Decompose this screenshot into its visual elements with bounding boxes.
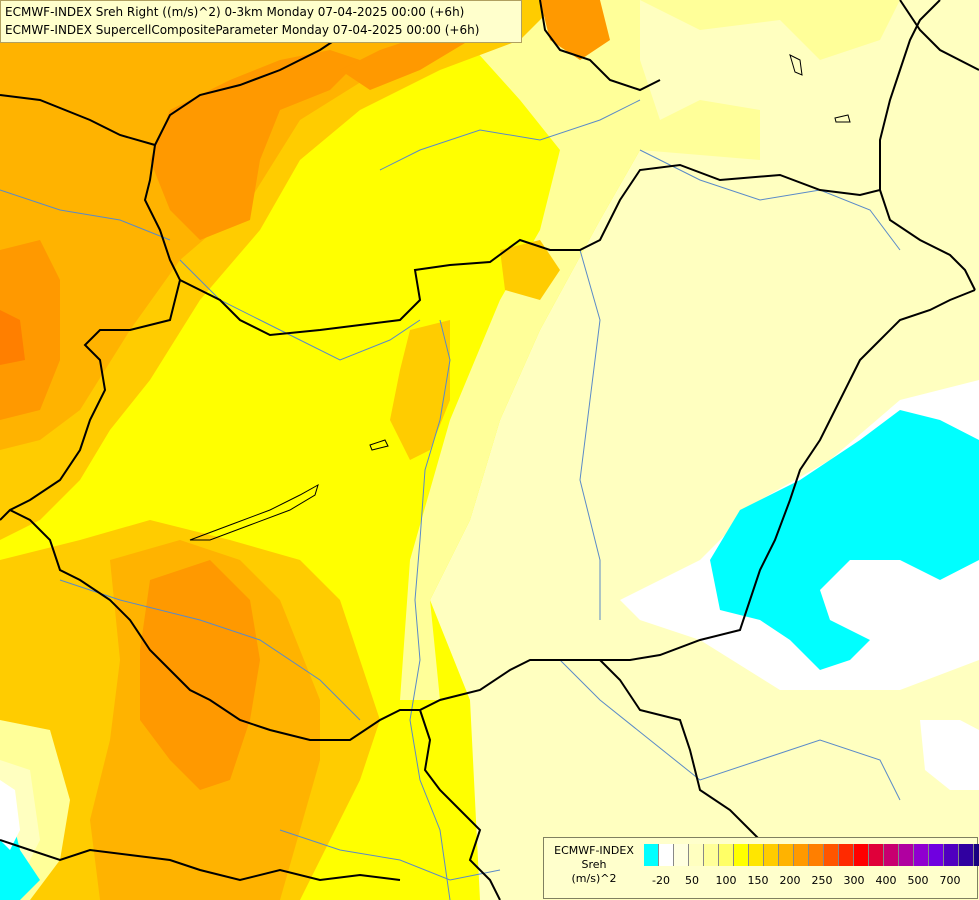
title-line-1: ECMWF-INDEX Sreh Right ((m/s)^2) 0-3km M…: [5, 5, 465, 19]
legend-swatch: [704, 844, 719, 866]
field-orange-nw: [150, 50, 360, 240]
legend-swatch: [854, 844, 869, 866]
legend-swatch: [734, 844, 749, 866]
title-line-2: ECMWF-INDEX SupercellCompositeParameter …: [5, 23, 480, 37]
field-gold-center: [390, 320, 450, 460]
legend-swatch: [884, 844, 899, 866]
legend-tick-label: 500: [907, 874, 929, 887]
legend-swatch: [674, 844, 689, 866]
river: [559, 659, 901, 801]
legend-swatch: [809, 844, 824, 866]
legend-swatch: [899, 844, 914, 866]
field-orange-north: [340, 30, 470, 90]
legend-label-line-2: Sreh: [581, 858, 607, 871]
field-pale-yellow: [400, 0, 760, 700]
country-border: [9, 289, 976, 741]
legend-tick-label: 400: [875, 874, 897, 887]
field-white-se2: [920, 720, 979, 790]
legend-swatch: [779, 844, 794, 866]
river: [579, 249, 601, 620]
legend-tick-label: 150: [747, 874, 769, 887]
legend-label-line-1: ECMWF-INDEX: [554, 844, 634, 857]
country-border: [539, 0, 661, 92]
river: [379, 99, 641, 171]
legend-label: ECMWF-INDEX Sreh (m/s)^2: [548, 844, 640, 886]
legend-tick-label: 50: [685, 874, 699, 887]
field-pale-yellow-north: [640, 0, 900, 60]
lake: [369, 439, 389, 451]
field-orange-sw: [140, 560, 260, 790]
river: [0, 189, 171, 241]
legend-swatch: [689, 844, 704, 866]
legend-swatch: [824, 844, 839, 866]
legend-swatch: [659, 844, 674, 866]
legend-swatch: [764, 844, 779, 866]
legend-label-line-3: (m/s)^2: [571, 872, 617, 885]
country-border: [419, 709, 501, 900]
legend-swatch: [869, 844, 884, 866]
field-red-orange-west: [0, 310, 25, 365]
legend-tick-label: 300: [843, 874, 865, 887]
lake: [834, 114, 851, 123]
legend-swatch: [959, 844, 974, 866]
river: [59, 579, 361, 721]
legend-tick-label: 200: [779, 874, 801, 887]
lake-balaton: [189, 483, 319, 541]
legend-swatch: [794, 844, 809, 866]
legend-swatch: [644, 844, 659, 866]
legend-swatch: [719, 844, 734, 866]
color-legend: ECMWF-INDEX Sreh (m/s)^2 -20 50 100 150 200 2…: [543, 837, 979, 899]
legend-tick-label: 250: [811, 874, 833, 887]
legend-swatch: [749, 844, 764, 866]
legend-tick-label: 700: [939, 874, 961, 887]
legend-swatch: [839, 844, 854, 866]
field-orange-north2: [540, 0, 610, 60]
legend-swatch: [929, 844, 944, 866]
field-gold-north-center: [500, 240, 560, 300]
river: [639, 149, 901, 251]
country-border: [0, 839, 401, 882]
legend-ticks: -20 50 100 150 200 250 300 400 500 700: [644, 874, 974, 890]
country-border: [899, 0, 979, 71]
field-cyan-se: [710, 410, 979, 670]
legend-swatch: [914, 844, 929, 866]
legend-swatches: [644, 844, 979, 866]
country-border: [0, 144, 182, 521]
field-orange-west: [0, 240, 60, 420]
legend-tick-label: -20: [652, 874, 670, 887]
field-white-sw: [0, 780, 20, 850]
map-title-box: ECMWF-INDEX Sreh Right ((m/s)^2) 0-3km M…: [0, 0, 522, 43]
legend-swatch: [944, 844, 959, 866]
country-border: [879, 189, 976, 291]
field-amber-west: [0, 0, 520, 450]
country-border: [599, 659, 761, 841]
river: [409, 319, 451, 900]
country-border: [179, 0, 941, 337]
legend-swatch: [974, 844, 979, 866]
lake: [789, 54, 803, 76]
legend-tick-label: 100: [715, 874, 737, 887]
river: [279, 829, 501, 881]
